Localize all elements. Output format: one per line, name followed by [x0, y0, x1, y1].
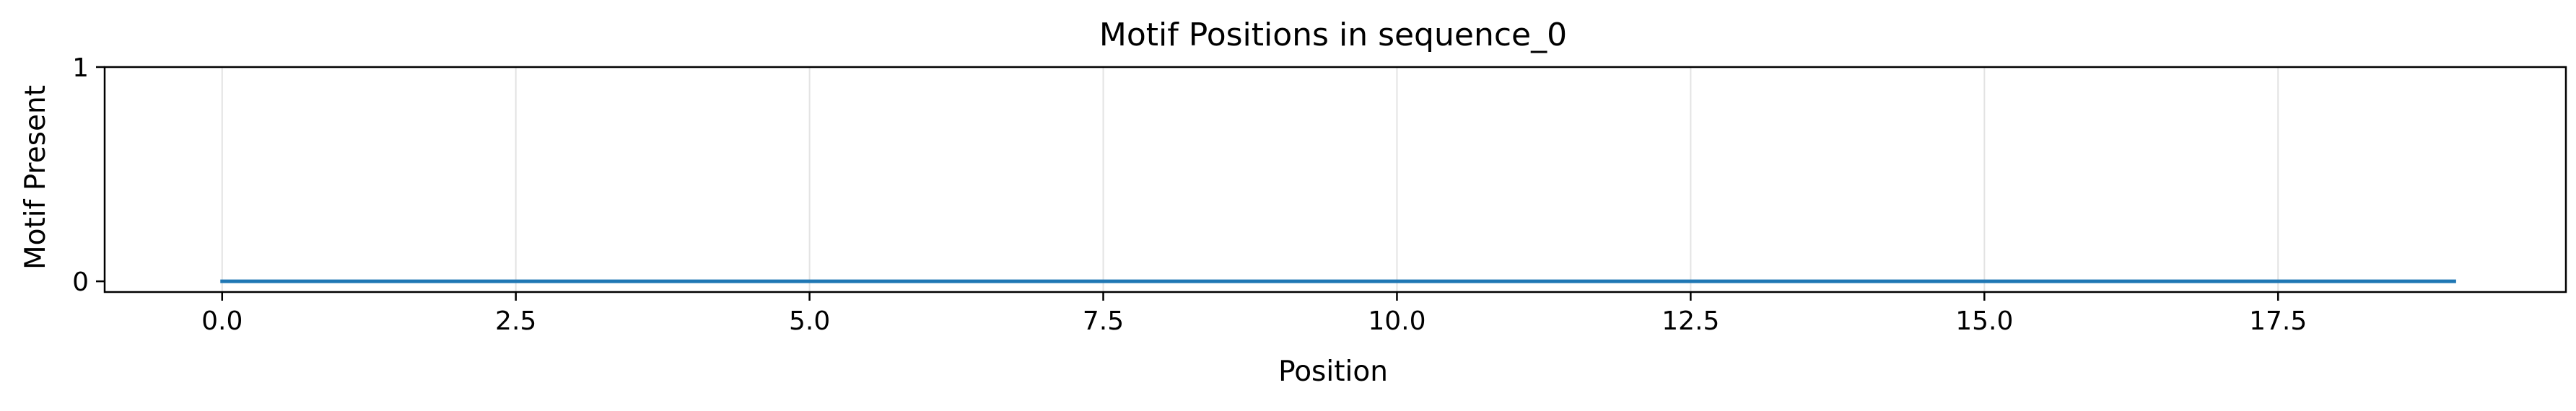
x-axis-label: Position — [1278, 355, 1388, 388]
grid-layer — [221, 67, 2279, 292]
ticks-layer: 0.0 2.5 5.0 7.5 10.0 12.5 15.0 17.5 0 1 — [72, 53, 2307, 336]
x-tick-label: 17.5 — [2249, 306, 2307, 336]
chart-title: Motif Positions in sequence_0 — [1099, 17, 1567, 53]
axes-layer — [103, 66, 2567, 293]
plot-frame — [103, 66, 2567, 293]
x-tick-label: 15.0 — [1955, 306, 2013, 336]
y-tick-label: 1 — [72, 53, 89, 83]
x-tick-label: 5.0 — [789, 306, 830, 336]
x-tick-label: 12.5 — [1662, 306, 1719, 336]
x-tick-label: 0.0 — [201, 306, 243, 336]
x-tick-label: 2.5 — [495, 306, 536, 336]
y-tick-label: 0 — [72, 268, 89, 297]
x-tick-label: 7.5 — [1083, 306, 1124, 336]
y-axis-label: Motif Present — [19, 85, 52, 270]
x-tick-label: 10.0 — [1368, 306, 1425, 336]
